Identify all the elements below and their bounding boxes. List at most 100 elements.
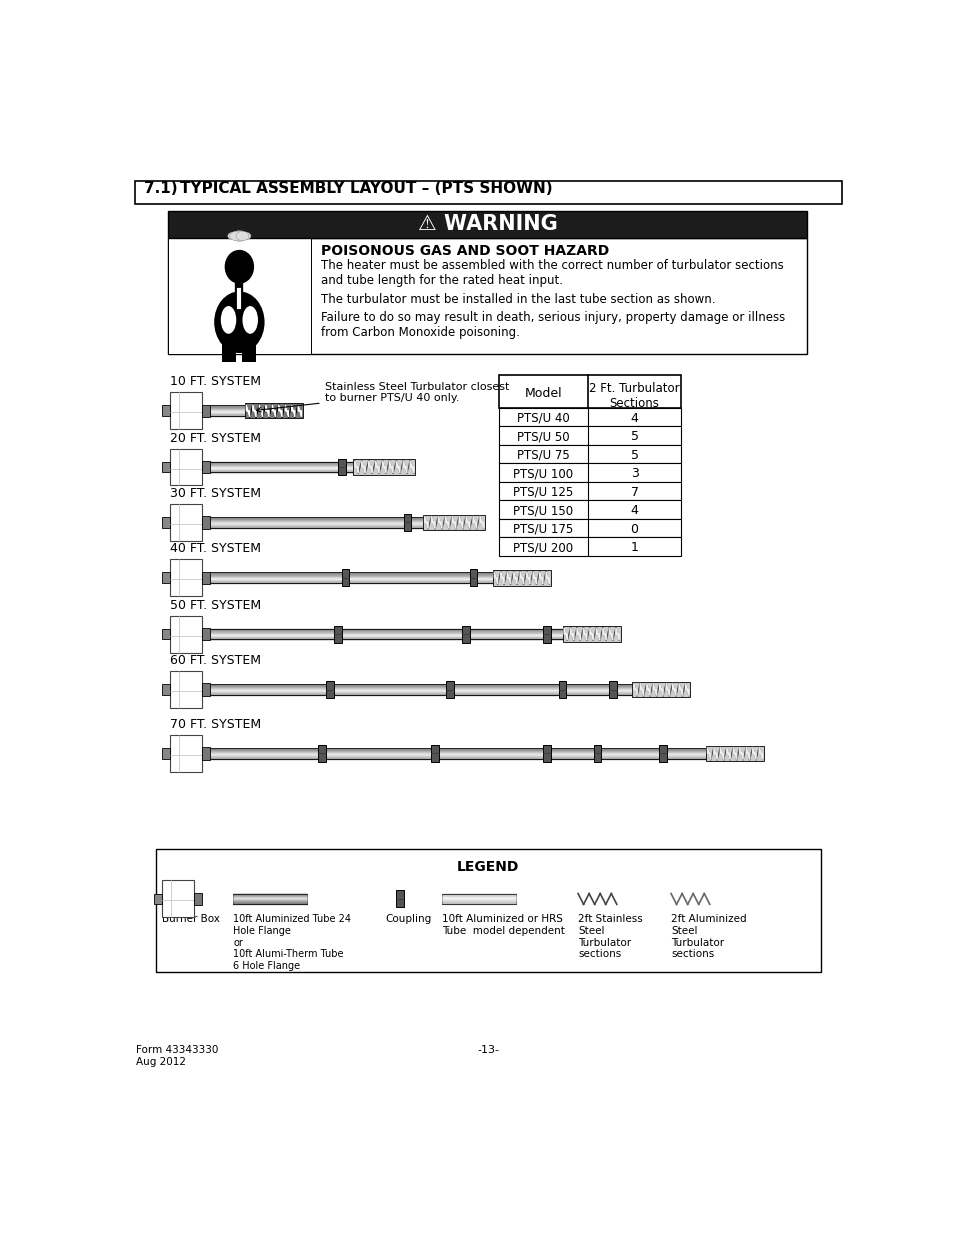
Bar — [202, 516, 210, 529]
Text: 0: 0 — [630, 522, 638, 536]
Polygon shape — [259, 405, 262, 417]
Bar — [498, 375, 680, 408]
Bar — [168, 237, 806, 353]
Ellipse shape — [224, 249, 253, 284]
Text: 10 FT. SYSTEM: 10 FT. SYSTEM — [170, 375, 260, 388]
Bar — [422, 515, 484, 530]
Polygon shape — [479, 516, 483, 529]
Text: 4: 4 — [630, 412, 638, 425]
Bar — [162, 684, 170, 695]
Text: Stainless Steel Turbulator closest
to burner PTS/U 40 only.: Stainless Steel Turbulator closest to bu… — [256, 382, 509, 412]
Polygon shape — [720, 747, 723, 760]
Text: 4: 4 — [630, 504, 638, 517]
Polygon shape — [563, 627, 567, 640]
Polygon shape — [752, 747, 755, 760]
Polygon shape — [745, 747, 749, 760]
Polygon shape — [500, 572, 503, 584]
Text: The turbulator must be installed in the last tube section as shown.: The turbulator must be installed in the … — [320, 293, 715, 306]
Polygon shape — [424, 516, 428, 529]
Text: Form 43343330
Aug 2012: Form 43343330 Aug 2012 — [136, 1045, 218, 1067]
Text: PTS/U 125: PTS/U 125 — [513, 485, 573, 499]
Polygon shape — [679, 683, 681, 695]
Bar — [170, 735, 202, 772]
Text: 5: 5 — [630, 431, 638, 443]
Bar — [202, 627, 210, 640]
Polygon shape — [253, 405, 255, 417]
Bar — [168, 237, 311, 353]
Bar — [222, 340, 236, 362]
Bar — [542, 745, 550, 762]
Text: 10ft Aluminized Tube 24
Hole Flange
or
10ft Alumi-Therm Tube
6 Hole Flange: 10ft Aluminized Tube 24 Hole Flange or 1… — [233, 914, 351, 971]
Text: 1: 1 — [630, 541, 638, 555]
Bar — [326, 680, 334, 698]
Polygon shape — [452, 516, 456, 529]
Ellipse shape — [240, 232, 251, 240]
Polygon shape — [438, 516, 441, 529]
Polygon shape — [759, 747, 761, 760]
Text: Coupling: Coupling — [385, 914, 432, 924]
Polygon shape — [545, 572, 549, 584]
Text: PTS/U 200: PTS/U 200 — [513, 541, 573, 555]
Bar — [202, 747, 210, 760]
Polygon shape — [659, 683, 662, 695]
Bar — [353, 459, 415, 474]
Bar — [170, 615, 202, 652]
Bar — [162, 881, 194, 918]
Polygon shape — [726, 747, 729, 760]
Polygon shape — [533, 572, 536, 584]
Polygon shape — [246, 405, 250, 417]
Polygon shape — [266, 405, 269, 417]
Polygon shape — [639, 683, 643, 695]
Polygon shape — [292, 405, 294, 417]
Polygon shape — [653, 683, 656, 695]
Bar — [162, 748, 170, 758]
Bar — [498, 482, 680, 500]
Text: 3: 3 — [630, 467, 638, 480]
Bar — [162, 573, 170, 583]
Polygon shape — [616, 627, 618, 640]
Bar — [446, 680, 454, 698]
Bar — [170, 559, 202, 597]
Polygon shape — [602, 627, 605, 640]
Polygon shape — [707, 747, 710, 760]
Bar — [162, 629, 170, 640]
Bar — [170, 393, 202, 430]
Bar — [593, 745, 600, 762]
Ellipse shape — [230, 231, 242, 241]
Text: 50 FT. SYSTEM: 50 FT. SYSTEM — [170, 599, 260, 611]
Bar — [608, 680, 617, 698]
Bar — [341, 569, 349, 587]
Text: PTS/U 75: PTS/U 75 — [517, 450, 569, 462]
Polygon shape — [589, 627, 593, 640]
Bar — [562, 626, 620, 642]
Bar — [442, 894, 516, 904]
Polygon shape — [685, 683, 688, 695]
Bar — [233, 894, 307, 904]
Polygon shape — [583, 627, 586, 640]
Text: PTS/U 100: PTS/U 100 — [513, 467, 573, 480]
Polygon shape — [665, 683, 669, 695]
Bar — [202, 461, 210, 473]
Bar — [558, 680, 566, 698]
Polygon shape — [507, 572, 510, 584]
Bar — [498, 408, 680, 426]
Polygon shape — [382, 461, 386, 473]
Polygon shape — [473, 516, 476, 529]
Polygon shape — [526, 572, 530, 584]
Polygon shape — [375, 461, 378, 473]
Bar — [498, 500, 680, 519]
Text: 20 FT. SYSTEM: 20 FT. SYSTEM — [170, 431, 260, 445]
Bar — [403, 514, 411, 531]
Bar — [542, 626, 550, 642]
Bar — [155, 848, 820, 972]
Polygon shape — [272, 405, 275, 417]
Bar — [318, 745, 326, 762]
Ellipse shape — [220, 306, 236, 333]
Text: 7: 7 — [630, 485, 638, 499]
Text: PTS/U 40: PTS/U 40 — [517, 412, 569, 425]
Bar — [194, 893, 202, 905]
Polygon shape — [646, 683, 649, 695]
Polygon shape — [466, 516, 469, 529]
Text: 10ft Aluminized or HRS
Tube  model dependent: 10ft Aluminized or HRS Tube model depend… — [442, 914, 565, 936]
Text: 2ft Aluminized
Steel
Turbulator
sections: 2ft Aluminized Steel Turbulator sections — [670, 914, 746, 960]
